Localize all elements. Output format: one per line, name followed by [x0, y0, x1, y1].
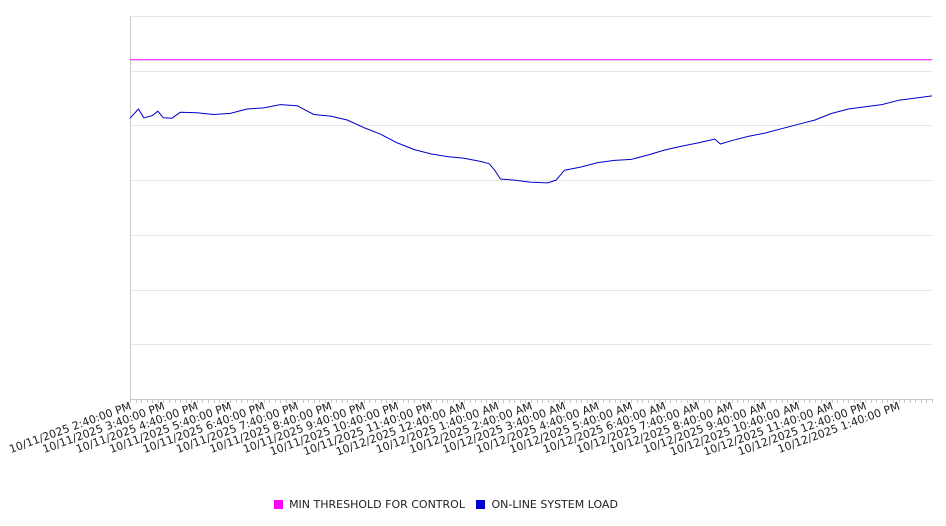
series-layer — [129, 59, 933, 184]
series-line-system-load[interactable] — [129, 95, 933, 184]
legend-label-load: ON-LINE SYSTEM LOAD — [491, 498, 618, 511]
legend: MIN THRESHOLD FOR CONTROL ON-LINE SYSTEM… — [0, 498, 892, 512]
legend-item-load[interactable]: ON-LINE SYSTEM LOAD — [476, 498, 618, 511]
legend-swatch-threshold — [274, 500, 284, 509]
gridlines — [130, 16, 932, 345]
legend-swatch-load — [476, 500, 486, 509]
legend-label-threshold: MIN THRESHOLD FOR CONTROL — [289, 498, 465, 511]
legend-item-threshold[interactable]: MIN THRESHOLD FOR CONTROL — [274, 498, 465, 511]
